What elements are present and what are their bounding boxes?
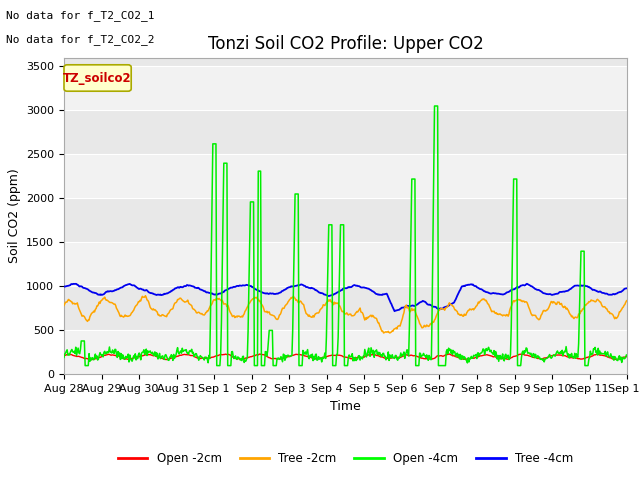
Bar <box>64 155 627 198</box>
Y-axis label: Soil CO2 (ppm): Soil CO2 (ppm) <box>8 168 20 264</box>
Bar <box>64 66 627 110</box>
Bar <box>64 330 627 374</box>
Bar <box>64 242 627 287</box>
Legend: Open -2cm, Tree -2cm, Open -4cm, Tree -4cm: Open -2cm, Tree -2cm, Open -4cm, Tree -4… <box>113 447 578 470</box>
Text: No data for f_T2_CO2_2: No data for f_T2_CO2_2 <box>6 34 155 45</box>
Text: No data for f_T2_CO2_1: No data for f_T2_CO2_1 <box>6 10 155 21</box>
Title: Tonzi Soil CO2 Profile: Upper CO2: Tonzi Soil CO2 Profile: Upper CO2 <box>208 35 483 53</box>
Text: TZ_soilco2: TZ_soilco2 <box>63 72 132 84</box>
X-axis label: Time: Time <box>330 400 361 413</box>
